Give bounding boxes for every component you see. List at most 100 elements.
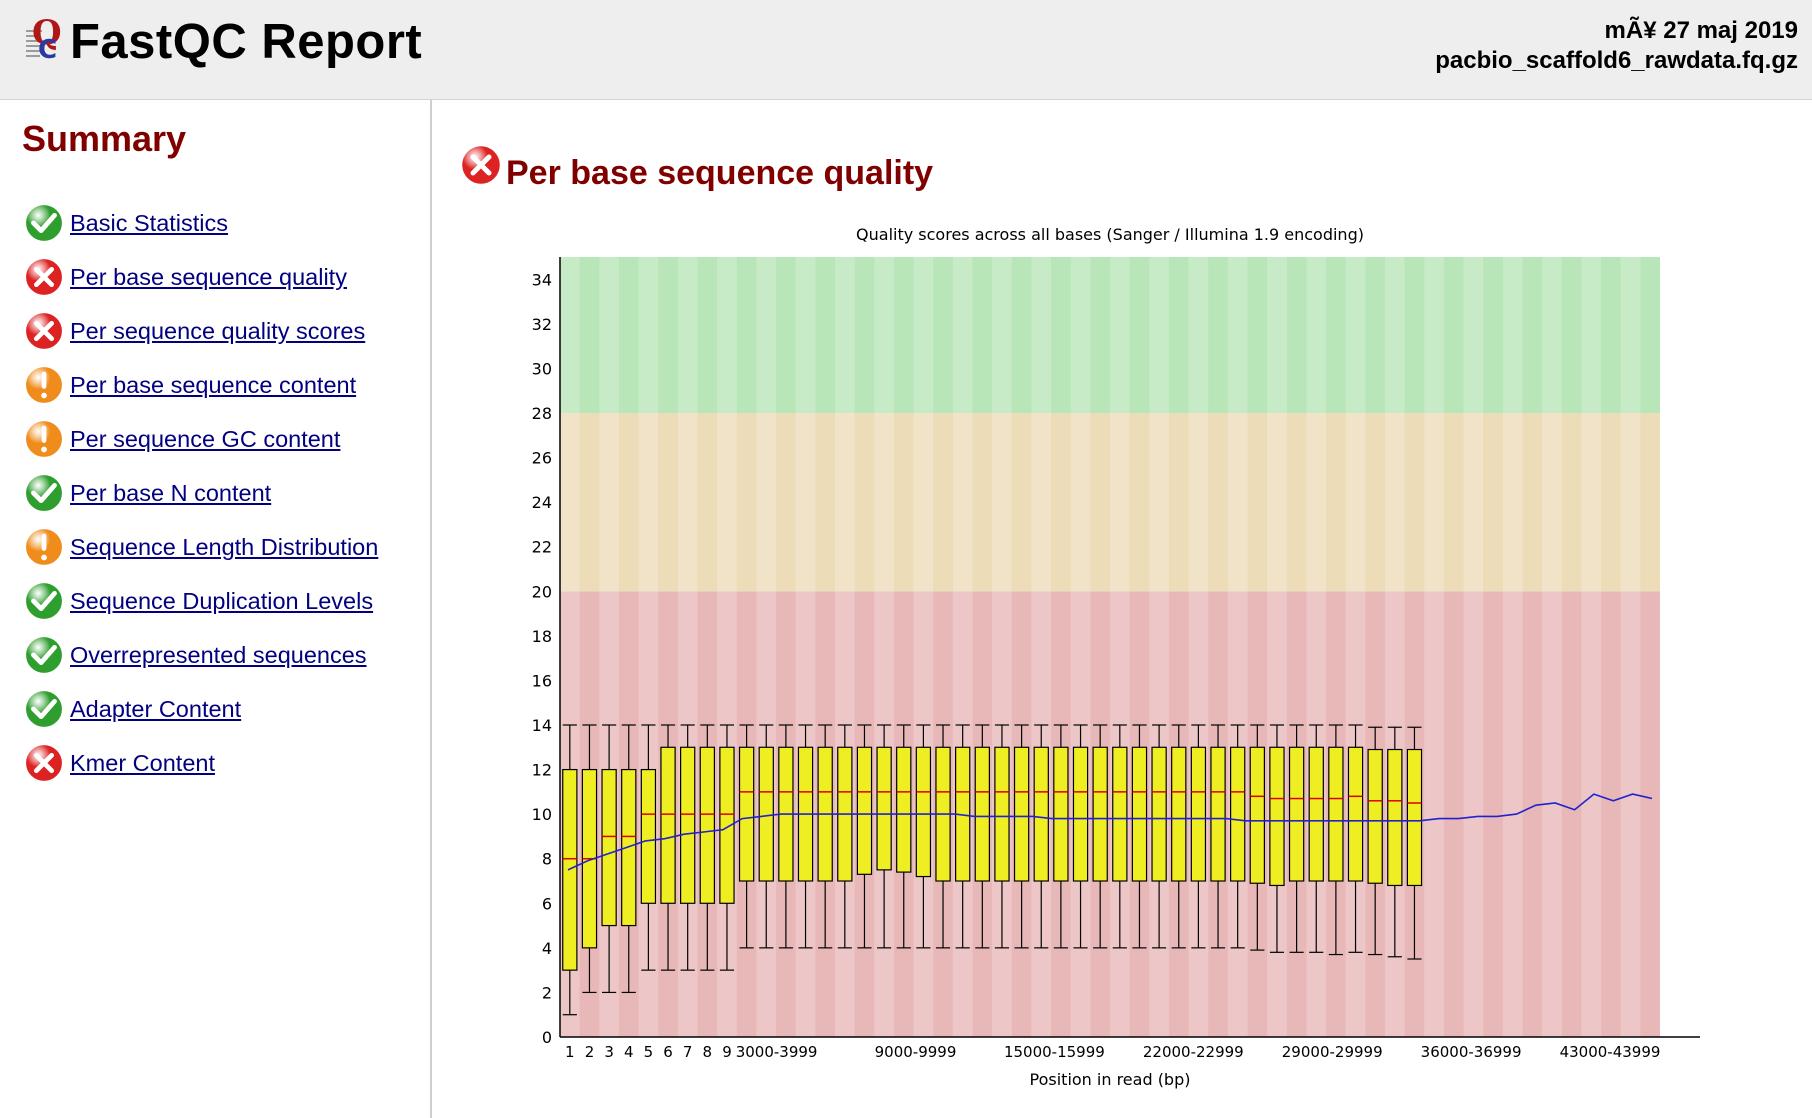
y-tick-label: 12	[532, 761, 552, 780]
quality-chart: Quality scores across all bases (Sanger …	[532, 225, 1700, 1089]
y-tick-label: 32	[532, 315, 552, 334]
summary-link[interactable]: Sequence Length Distribution	[70, 533, 379, 560]
zone-stripe	[1385, 413, 1405, 592]
quality-box	[994, 724, 1010, 949]
zone-stripe	[1581, 591, 1602, 1037]
quality-box	[699, 724, 715, 971]
summary-item-basic-statistics[interactable]: Basic Statistics	[22, 196, 378, 250]
zone-stripe	[599, 413, 619, 592]
iqr-box	[1013, 746, 1030, 882]
quality-box	[581, 724, 598, 994]
zone-stripe	[1227, 413, 1248, 592]
summary-link[interactable]: Per base sequence content	[70, 371, 357, 398]
fastqc-logo-icon: Q C	[26, 14, 62, 64]
y-tick-label: 18	[532, 627, 552, 646]
summary-item-kmer-content[interactable]: Kmer Content	[22, 736, 378, 790]
summary-link[interactable]: Adapter Content	[70, 695, 242, 722]
report-title: FastQC Report	[70, 15, 423, 69]
warn-status-icon	[23, 418, 65, 460]
quality-box	[1249, 724, 1265, 951]
zone-stripe	[1188, 413, 1209, 592]
summary-link[interactable]: Basic Statistics	[70, 209, 229, 236]
mean-line	[567, 793, 1653, 871]
iqr-box	[660, 746, 676, 904]
iqr-box	[1387, 748, 1403, 887]
quality-box	[1053, 724, 1069, 949]
summary-item-sequence-duplication-levels[interactable]: Sequence Duplication Levels	[22, 574, 378, 628]
x-tick-label: 15000-15999	[1004, 1043, 1105, 1061]
iqr-box	[699, 746, 715, 904]
quality-box	[719, 724, 735, 971]
iqr-box	[1347, 746, 1364, 882]
zone-stripe	[1424, 591, 1444, 1037]
x-axis-label: Position in read (bp)	[1030, 1070, 1191, 1089]
x-tick-label: 4	[624, 1043, 634, 1061]
quality-box	[1328, 724, 1344, 956]
x-tick-label: 3	[604, 1043, 614, 1061]
x-tick-label: 2	[585, 1043, 595, 1061]
y-tick-label: 20	[532, 582, 552, 601]
summary-link[interactable]: Per sequence quality scores	[70, 317, 366, 344]
summary-item-per-base-sequence-content[interactable]: Per base sequence content	[22, 358, 378, 412]
summary-item-overrepresented-sequences[interactable]: Overrepresented sequences	[22, 628, 378, 682]
report-meta: mÃ¥ 27 maj 2019 pacbio_scaffold6_rawdata…	[1435, 16, 1798, 76]
summary-item-per-sequence-gc-content[interactable]: Per sequence GC content	[22, 412, 378, 466]
summary-link[interactable]: Per sequence GC content	[70, 425, 341, 452]
y-tick-label: 2	[542, 983, 552, 1002]
zone-stripe	[1463, 591, 1484, 1037]
zone-stripe	[756, 257, 777, 413]
x-tick-label: 7	[683, 1043, 693, 1061]
zone-good	[560, 257, 1660, 413]
iqr-box	[1406, 748, 1423, 887]
iqr-box	[974, 746, 990, 882]
summary-link[interactable]: Kmer Content	[70, 749, 215, 776]
summary-link[interactable]: Overrepresented sequences	[70, 641, 367, 668]
zone-stripe	[1031, 413, 1052, 592]
y-tick-label: 28	[532, 404, 552, 423]
iqr-box	[1190, 746, 1207, 882]
section-title: Per base sequence quality	[506, 154, 934, 192]
zone-stripe	[1620, 257, 1641, 413]
summary-item-adapter-content[interactable]: Adapter Content	[22, 682, 378, 736]
zone-stripe	[913, 413, 934, 592]
iqr-box	[601, 768, 617, 927]
zone-stripe	[1542, 413, 1562, 592]
y-tick-label: 16	[532, 671, 552, 690]
summary-link[interactable]: Per base N content	[70, 479, 272, 506]
zone-stripe	[1110, 257, 1130, 413]
iqr-box	[1033, 746, 1049, 882]
quality-box	[1171, 724, 1187, 949]
summary-link[interactable]: Per base sequence quality	[70, 263, 347, 290]
iqr-box	[1367, 748, 1383, 884]
svg-text:Q: Q	[32, 14, 62, 53]
svg-text:C: C	[38, 35, 57, 64]
fail-status-icon	[459, 143, 503, 187]
summary-nav: Basic Statistics Per base sequence qualit…	[22, 196, 378, 790]
zone-stripe	[1620, 591, 1641, 1037]
report-date: mÃ¥ 27 maj 2019	[1604, 17, 1798, 44]
summary-item-per-base-n-content[interactable]: Per base N content	[22, 466, 378, 520]
quality-box	[660, 724, 676, 971]
quality-box	[1308, 724, 1324, 953]
summary-link[interactable]: Sequence Duplication Levels	[70, 587, 374, 614]
summary-item-per-sequence-quality-scores[interactable]: Per sequence quality scores	[22, 304, 378, 358]
iqr-box	[1092, 746, 1108, 882]
fail-status-icon	[23, 742, 65, 784]
iqr-box	[1328, 746, 1344, 882]
zone-stripe	[717, 413, 737, 592]
summary-title: Summary	[22, 118, 187, 159]
quality-box	[1288, 724, 1305, 953]
summary-item-sequence-length-distribution[interactable]: Sequence Length Distribution	[22, 520, 378, 574]
zone-stripe	[1031, 257, 1052, 413]
report-filename: pacbio_scaffold6_rawdata.fq.gz	[1435, 47, 1798, 74]
zone-stripe	[992, 257, 1012, 413]
quality-box	[1092, 724, 1108, 949]
zone-stripe	[992, 413, 1012, 592]
zone-stripe	[677, 257, 698, 413]
quality-box	[876, 724, 892, 949]
zone-stripe	[1502, 413, 1523, 592]
iqr-box	[1249, 746, 1265, 884]
x-tick-label: 9	[722, 1043, 732, 1061]
summary-item-per-base-sequence-quality[interactable]: Per base sequence quality	[22, 250, 378, 304]
zone-stripe	[560, 257, 580, 413]
